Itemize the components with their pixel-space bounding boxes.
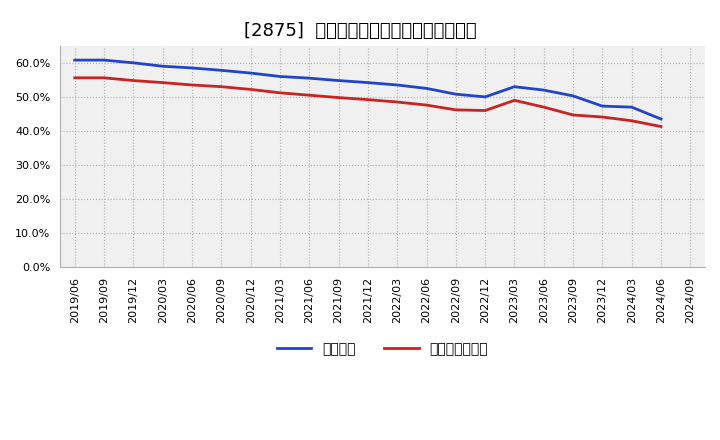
固定比率 bbox=[100, 58, 109, 63]
固定比率 bbox=[627, 104, 636, 110]
固定長期適合率 bbox=[657, 124, 665, 129]
固定比率 bbox=[451, 92, 460, 97]
固定比率 bbox=[217, 68, 225, 73]
固定長期適合率 bbox=[481, 108, 490, 113]
固定長期適合率 bbox=[158, 80, 167, 85]
固定比率 bbox=[71, 58, 79, 63]
固定長期適合率 bbox=[451, 107, 460, 113]
固定長期適合率 bbox=[393, 99, 402, 105]
固定長期適合率 bbox=[217, 84, 225, 89]
Line: 固定比率: 固定比率 bbox=[75, 60, 661, 119]
固定比率 bbox=[188, 65, 197, 70]
固定長期適合率 bbox=[598, 114, 607, 120]
固定長期適合率 bbox=[364, 97, 372, 102]
固定長期適合率 bbox=[627, 118, 636, 123]
固定長期適合率 bbox=[334, 95, 343, 100]
固定比率 bbox=[276, 74, 284, 79]
固定比率 bbox=[569, 93, 577, 99]
固定長期適合率 bbox=[422, 103, 431, 108]
固定長期適合率 bbox=[188, 82, 197, 88]
固定比率 bbox=[422, 86, 431, 91]
固定比率 bbox=[657, 117, 665, 122]
固定比率 bbox=[129, 60, 138, 66]
Legend: 固定比率, 固定長期適合率: 固定比率, 固定長期適合率 bbox=[271, 336, 494, 361]
固定比率 bbox=[305, 76, 314, 81]
固定長期適合率 bbox=[305, 92, 314, 98]
固定長期適合率 bbox=[569, 112, 577, 117]
固定比率 bbox=[539, 88, 548, 93]
固定長期適合率 bbox=[71, 75, 79, 81]
固定長期適合率 bbox=[539, 104, 548, 110]
固定長期適合率 bbox=[510, 98, 519, 103]
Text: [2875]  固定比率、固定長期適合率の推移: [2875] 固定比率、固定長期適合率の推移 bbox=[243, 22, 477, 40]
固定比率 bbox=[598, 103, 607, 109]
固定比率 bbox=[246, 70, 255, 76]
固定比率 bbox=[364, 80, 372, 85]
固定長期適合率 bbox=[246, 87, 255, 92]
固定比率 bbox=[481, 94, 490, 99]
固定長期適合率 bbox=[276, 90, 284, 95]
固定比率 bbox=[334, 78, 343, 83]
固定長期適合率 bbox=[129, 78, 138, 83]
固定比率 bbox=[158, 64, 167, 69]
固定比率 bbox=[510, 84, 519, 89]
固定比率 bbox=[393, 82, 402, 88]
Line: 固定長期適合率: 固定長期適合率 bbox=[75, 78, 661, 127]
固定長期適合率 bbox=[100, 75, 109, 81]
